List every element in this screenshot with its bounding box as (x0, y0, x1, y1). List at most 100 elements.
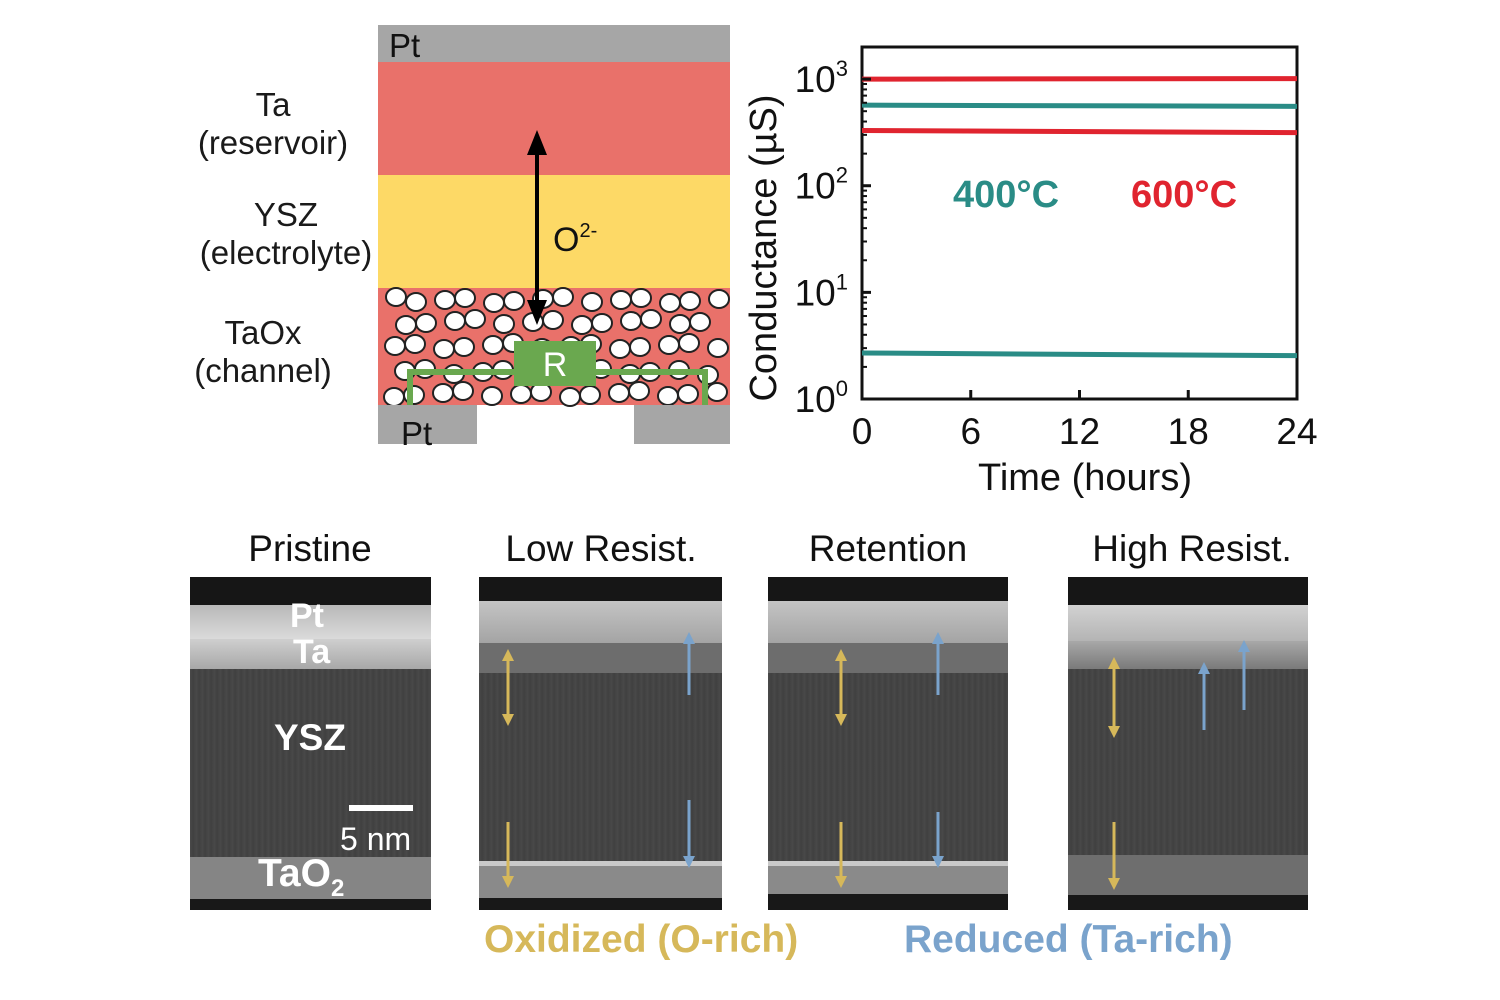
vacancy-bubble (629, 337, 651, 357)
x-tick-label: 6 (960, 411, 981, 452)
vacancy-bubble (640, 309, 662, 329)
x-tick-label: 0 (852, 411, 873, 452)
y-tick-label: 101 (795, 269, 848, 313)
vacancy-bubble (453, 337, 475, 357)
interface-arrow-head (932, 632, 944, 644)
resistor-box (514, 341, 596, 386)
interface-arrow-head (835, 876, 847, 888)
top-pt-electrode (378, 25, 730, 62)
y-tick-label: 100 (795, 376, 848, 420)
vacancy-bubble (454, 288, 476, 308)
tem-interface-line (768, 861, 1008, 866)
panel-title-high-resist: High Resist. (1092, 528, 1292, 569)
legend-reduced: Reduced (Ta-rich) (904, 918, 1233, 961)
ion-label: O2- (553, 220, 597, 259)
vacancy-bubble (689, 312, 711, 332)
taox-layer-role: (channel) (194, 352, 332, 389)
interface-arrow-head (502, 714, 514, 726)
series-line-1 (861, 102, 1298, 109)
tem-pt-band (768, 601, 1008, 643)
interface-arrows (502, 632, 1250, 890)
tao2-label-subscript: 2 (330, 875, 345, 902)
tem-bottom-dark (768, 894, 1008, 910)
tem-top-dark (479, 577, 722, 601)
series-line-3 (861, 350, 1298, 359)
ta-layer-label: Ta (reservoir) (168, 86, 378, 162)
conductance-retention-chart: 0 6 12 18 24 100 101 102 103 Time (hours) Conduc… (743, 45, 1318, 499)
vacancy-bubble (503, 291, 525, 311)
tem-bottom-dark (479, 898, 722, 910)
ion-arrow-up-head (527, 130, 547, 155)
vacancy-bubble (678, 333, 700, 353)
vacancy-bubble (628, 381, 650, 401)
tem-top-dark (190, 577, 431, 605)
ysz-layer-role: (electrolyte) (199, 234, 373, 271)
tem-pt-band (479, 601, 722, 643)
y-tick-label: 103 (795, 56, 848, 100)
x-axis-label: Time (hours) (978, 457, 1192, 499)
vacancy-bubble (677, 384, 699, 404)
vacancy-bubble (630, 288, 652, 308)
tem-image-high-resist (1068, 577, 1308, 910)
tem-ta-band (1068, 641, 1308, 669)
y-tick-label: 102 (795, 163, 848, 207)
scale-bar-label: 5 nm (340, 821, 412, 857)
ta-layer-name: Ta (255, 86, 291, 123)
resistor-label: R (543, 346, 568, 384)
vacancy-bubble (542, 310, 564, 330)
interface-arrow-head (683, 632, 695, 644)
interface-arrow-head (502, 876, 514, 888)
vacancy-bubble (581, 292, 603, 312)
interface-arrow-head (502, 649, 514, 661)
tem-tao2-band (768, 866, 1008, 894)
ysz-layer-name: YSZ (253, 196, 319, 233)
plot-frame (860, 45, 1299, 401)
vacancy-bubble (464, 309, 486, 329)
interface-arrow-head (683, 856, 695, 868)
panel-title-retention: Retention (808, 528, 968, 569)
tem-tao2-band (1068, 855, 1308, 895)
tem-pt-band (1068, 605, 1308, 641)
tem-top-dark (768, 577, 1008, 601)
interface-arrow-head (835, 649, 847, 661)
tem-tao2-band (190, 857, 431, 899)
panel-title-pristine: Pristine (248, 528, 372, 569)
vacancy-bubble (385, 287, 407, 307)
tem-ta-band (768, 643, 1008, 673)
vacancy-bubble (493, 314, 515, 334)
tem-ta-band (190, 639, 431, 669)
ion-arrow-down-head (527, 300, 547, 325)
tem-image-retention (768, 577, 1008, 910)
ta-reservoir-layer (378, 62, 730, 175)
ysz-layer-label: YSZ (electrolyte) (168, 196, 404, 272)
tem-image-pristine: Pt Ta YSZ 5 nm TaO2 (190, 577, 431, 910)
interface-arrow-head (1108, 657, 1120, 669)
x-tick-label: 18 (1168, 411, 1209, 452)
vacancy-bubble (415, 313, 437, 333)
ysz-band-label: YSZ (274, 717, 346, 758)
annotation-400c: 400°C (953, 174, 1059, 216)
tem-bottom-dark (190, 899, 431, 910)
interface-arrow-head (1108, 878, 1120, 890)
annotation-600c: 600°C (1131, 174, 1237, 216)
ta-layer-role: (reservoir) (197, 124, 349, 161)
pt-band-label: Pt (290, 597, 324, 635)
tao2-band-label: TaO2 (258, 852, 344, 903)
x-tick-label: 24 (1276, 411, 1317, 452)
tem-image-low-resist (479, 577, 722, 910)
vacancy-bubble (591, 313, 613, 333)
tem-bottom-dark (1068, 895, 1308, 910)
tem-pt-band (190, 605, 431, 639)
series-line-2 (861, 127, 1298, 136)
bottom-pt-right (634, 405, 730, 444)
ysz-electrolyte-layer (378, 175, 730, 288)
stack-drawing: R O2- Pt Pt (378, 25, 730, 452)
y-axis-label: Conductance (µS) (743, 94, 785, 401)
tao2-label-main: TaO (258, 852, 331, 895)
tem-tao2-band (479, 866, 722, 898)
interface-arrow-head (1238, 640, 1250, 652)
bottom-pt-label: Pt (401, 415, 432, 452)
series-group (861, 76, 1298, 359)
scale-bar (349, 805, 413, 811)
bottom-pt-left (378, 405, 477, 444)
